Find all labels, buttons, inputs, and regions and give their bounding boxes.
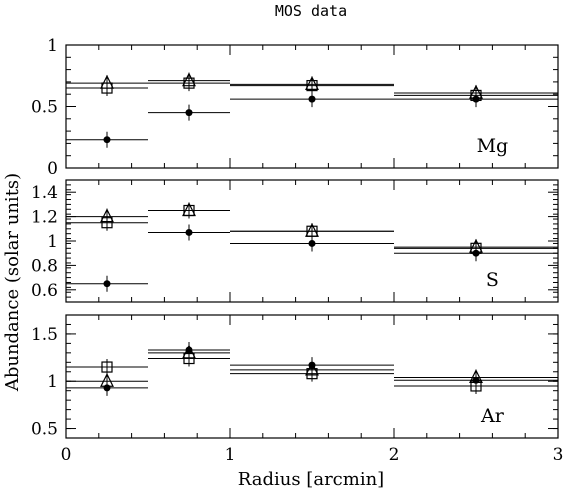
square-marker xyxy=(101,217,113,229)
y-tick-label: 1.2 xyxy=(31,208,58,228)
element-label: S xyxy=(486,269,499,291)
x-tick-label: 0 xyxy=(61,445,72,465)
x-tick-label: 3 xyxy=(553,445,564,465)
circle-marker xyxy=(185,109,193,117)
triangle-marker xyxy=(100,74,114,89)
square-marker xyxy=(306,79,318,92)
y-tick-label: 0.6 xyxy=(31,281,58,301)
y-tick-label: 0.5 xyxy=(31,420,58,440)
triangle-marker xyxy=(305,76,319,90)
y-tick-label: 1 xyxy=(47,232,58,252)
y-tick-label: 1 xyxy=(47,372,58,392)
circle-marker xyxy=(103,136,111,144)
square-marker xyxy=(101,361,113,373)
panel-mg: 0 0.5 1 Mg xyxy=(31,36,559,179)
circle-marker xyxy=(103,384,111,392)
square-marker xyxy=(183,77,195,89)
circle-marker xyxy=(472,95,480,103)
square-marker xyxy=(306,368,318,380)
element-label: Ar xyxy=(480,405,505,427)
triangle-marker xyxy=(182,72,196,87)
y-tick-label: 1.5 xyxy=(31,325,58,345)
y-axis-label: Abundance (solar units) xyxy=(2,173,23,392)
circle-marker xyxy=(308,361,316,369)
circle-marker xyxy=(308,239,316,247)
square-marker xyxy=(183,204,195,217)
circle-marker xyxy=(472,376,480,384)
y-tick-label: 0 xyxy=(47,159,58,179)
y-tick-label: 1.4 xyxy=(31,183,58,203)
y-tick-label: 1 xyxy=(47,36,58,56)
circle-marker xyxy=(472,249,480,257)
element-label: Mg xyxy=(477,135,509,157)
y-tick-label: 0.8 xyxy=(31,256,58,276)
y-tick-label: 0.5 xyxy=(31,98,58,118)
x-tick-label: 2 xyxy=(389,445,400,465)
circle-marker xyxy=(185,346,193,354)
panel-s: 0.6 0.8 1 1.2 1.4 S xyxy=(31,179,559,303)
circle-marker xyxy=(103,280,111,288)
chart-title: MOS data xyxy=(275,2,347,20)
panel-ar: 0.5 1 1.5 Ar xyxy=(31,314,559,440)
square-marker xyxy=(101,82,113,94)
triangle-marker xyxy=(100,208,114,223)
circle-marker xyxy=(185,228,193,236)
x-axis-label: Radius [arcmin] xyxy=(238,469,384,490)
square-marker xyxy=(183,352,195,365)
triangle-marker xyxy=(182,344,196,359)
panel-frame xyxy=(65,314,559,439)
x-tick-label: 1 xyxy=(225,445,236,465)
circle-marker xyxy=(308,95,316,103)
square-marker xyxy=(306,225,318,237)
